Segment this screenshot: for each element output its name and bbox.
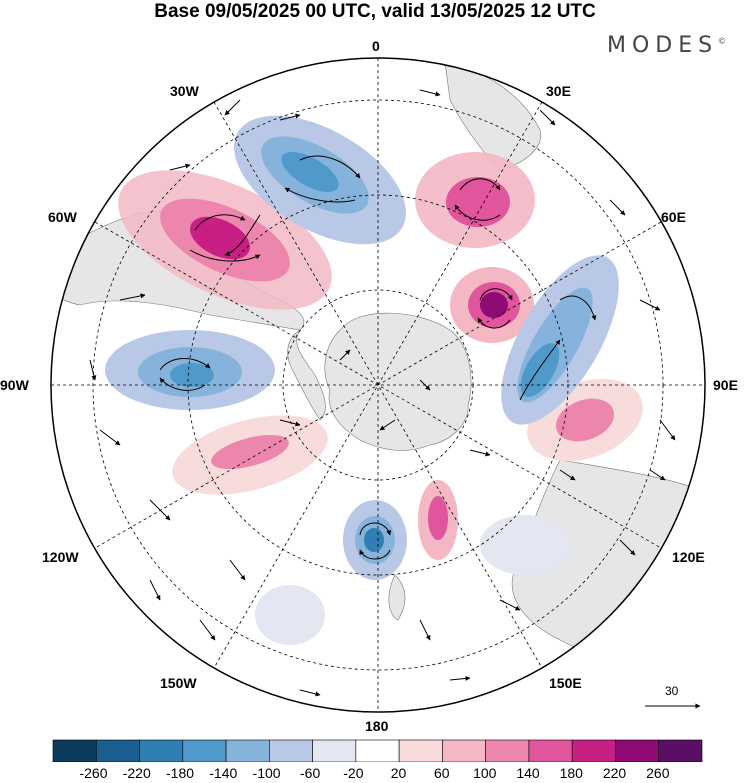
colorbar-tick-label: -140 [209, 765, 238, 781]
colorbar-swatch [95, 739, 140, 762]
lon-label-150w: 150W [160, 675, 197, 691]
colorbar-swatch [571, 739, 616, 762]
lon-label-180: 180 [365, 718, 389, 734]
lon-label-30e: 30E [546, 83, 571, 99]
graticule [51, 58, 705, 712]
colorbar-tick-label: -220 [122, 765, 151, 781]
colorbar-swatch [658, 739, 703, 762]
colorbar-swatch [485, 739, 530, 762]
map-title: Base 09/05/2025 00 UTC, valid 13/05/2025… [154, 1, 596, 22]
colorbar-swatch [225, 739, 270, 762]
map-disk [51, 58, 705, 712]
colorbar-tick-label: 60 [434, 765, 450, 781]
colorbar-swatch [182, 739, 227, 762]
lon-label-150e: 150E [549, 675, 582, 691]
modes-logo: MODES© [607, 33, 726, 58]
lon-label-120e: 120E [672, 549, 705, 565]
colorbar-tick-label: 220 [602, 765, 627, 781]
lon-label-30w: 30W [170, 83, 199, 99]
colorbar-tick-label: -60 [300, 765, 321, 781]
lon-label-60w: 60W [48, 209, 77, 225]
lon-label-90w: 90W [0, 377, 29, 393]
colorbar-swatch [355, 739, 400, 762]
colorbar-tick-label: 20 [390, 765, 407, 781]
colorbar-tick-label: 140 [516, 765, 540, 781]
reference-vector-label: 30 [665, 684, 679, 698]
colorbar-swatch [442, 739, 486, 762]
colorbar-tick-label: 260 [646, 765, 670, 781]
colorbar-swatch [528, 739, 573, 762]
lon-label-120w: 120W [42, 549, 79, 565]
lon-label-90e: 90E [713, 377, 738, 393]
colorbar-tick-label: -20 [343, 765, 364, 781]
colorbar-tick-label: -260 [79, 765, 108, 781]
map-border [50, 57, 706, 713]
land-antarctic-peninsula [287, 329, 326, 421]
lon-label-60e: 60E [661, 209, 686, 225]
land-africa [444, 61, 541, 171]
colorbar-swatch [139, 739, 184, 762]
land-antarctica [324, 312, 472, 451]
colorbar-tick-label: -180 [166, 765, 195, 781]
colorbar-swatch [615, 739, 660, 762]
wind-vectors [89, 89, 676, 697]
colorbar-tick-label: -100 [252, 765, 281, 781]
land-new-zealand [388, 574, 406, 621]
colorbar-swatch [312, 739, 357, 762]
colorbar-tick-label: 180 [559, 765, 583, 781]
brand-text: MODES [607, 33, 719, 58]
colorbar-swatch [52, 739, 97, 762]
colorbar [52, 739, 703, 762]
colorbar-tick-label: 100 [473, 765, 497, 781]
copyright-mark: © [718, 36, 727, 46]
lon-label-0: 0 [372, 38, 380, 54]
colorbar-swatch [269, 739, 313, 762]
colorbar-swatch [398, 739, 443, 762]
